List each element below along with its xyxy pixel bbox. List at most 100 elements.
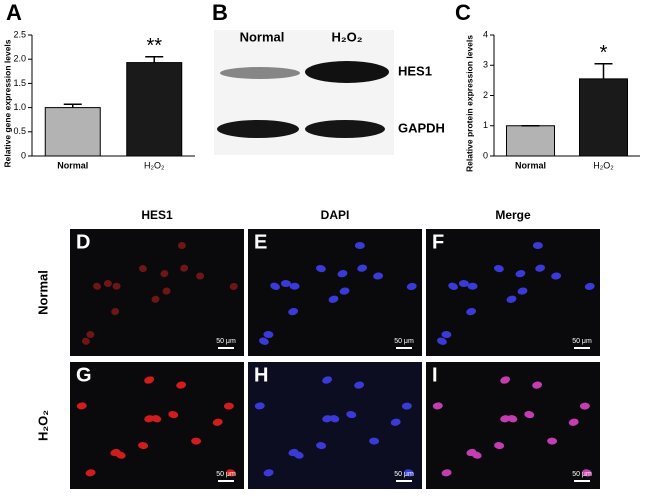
nucleus — [144, 415, 155, 423]
nucleus — [471, 451, 482, 459]
nucleus — [316, 442, 327, 450]
nucleus — [196, 272, 205, 280]
nucleus — [328, 295, 339, 303]
nucleus — [437, 337, 447, 345]
nucleus — [401, 402, 412, 410]
nucleus — [112, 282, 121, 290]
x-tick-label: Normal — [515, 160, 546, 170]
scale-bar-label: 50 μm — [394, 471, 414, 478]
nucleus — [568, 418, 579, 426]
nucleus — [357, 264, 368, 272]
row-label: H₂O₂ — [35, 410, 50, 441]
y-tick-label: 0 — [21, 150, 26, 160]
nucleus — [329, 415, 340, 423]
micrograph — [426, 362, 600, 489]
panel-letter: E — [254, 231, 267, 253]
nucleus — [263, 469, 274, 477]
blot-row-label: GAPDH — [398, 120, 445, 135]
nucleus — [369, 437, 380, 445]
nucleus — [212, 418, 223, 426]
y-axis-label: Relative protein expression levels — [464, 35, 474, 172]
nucleus — [354, 381, 365, 389]
panel-letter: H — [254, 364, 268, 386]
y-tick-label: 2.0 — [13, 54, 26, 64]
nucleus — [151, 295, 160, 303]
nucleus — [467, 282, 478, 290]
nucleus — [229, 282, 238, 290]
panel-letter: D — [76, 231, 90, 253]
panel-letter: C — [455, 0, 471, 25]
scale-bar-label: 50 μm — [572, 338, 592, 345]
micrograph — [70, 362, 244, 489]
nucleus — [315, 265, 326, 273]
band — [220, 67, 300, 79]
y-tick-label: 2.5 — [13, 29, 26, 39]
column-header: HES1 — [141, 208, 173, 222]
x-tick-label: H₂O₂ — [144, 160, 165, 170]
bar — [44, 107, 101, 157]
panel-letter: I — [432, 364, 438, 386]
nucleus — [500, 376, 511, 384]
nucleus — [441, 331, 452, 339]
nucleus — [138, 442, 149, 450]
nucleus — [144, 376, 155, 384]
blot-column-label: H₂O₂ — [331, 29, 362, 44]
nucleus — [517, 287, 528, 295]
nucleus — [93, 282, 102, 290]
significance: ** — [146, 35, 162, 57]
bar — [506, 125, 555, 157]
scale-bar-label: 50 μm — [216, 338, 236, 345]
nucleus — [524, 411, 535, 419]
nucleus — [263, 331, 274, 339]
nucleus — [373, 272, 384, 280]
micrograph — [70, 229, 244, 356]
column-header: DAPI — [321, 208, 350, 222]
nucleus — [579, 402, 590, 410]
panel-letter: G — [76, 364, 92, 386]
nucleus — [86, 331, 95, 339]
nucleus — [500, 415, 511, 423]
y-tick-label: 4 — [483, 29, 488, 39]
nucleus — [322, 415, 333, 423]
nucleus — [346, 411, 357, 419]
nucleus — [259, 337, 269, 345]
nucleus — [507, 415, 518, 423]
bar — [126, 62, 183, 157]
panel-letter: B — [212, 0, 228, 25]
nucleus — [506, 295, 517, 303]
y-tick-label: 1.5 — [13, 78, 26, 88]
error-bar — [594, 62, 613, 79]
nucleus — [176, 381, 187, 389]
panel-letter: A — [6, 0, 22, 25]
x-tick-label: Normal — [57, 160, 88, 170]
nucleus — [535, 264, 546, 272]
scale-bar-label: 50 μm — [572, 471, 592, 478]
nucleus — [223, 402, 234, 410]
nucleus — [494, 442, 505, 450]
nucleus — [551, 272, 562, 280]
nucleus — [180, 264, 189, 272]
nucleus — [404, 469, 414, 477]
nucleus — [81, 337, 90, 345]
nucleus — [532, 381, 543, 389]
nucleus — [254, 402, 265, 410]
band — [305, 120, 385, 138]
y-tick-label: 2 — [483, 90, 488, 100]
y-tick-label: 1.0 — [13, 102, 26, 112]
nucleus — [270, 282, 280, 290]
bar — [579, 78, 628, 157]
nucleus — [515, 270, 526, 278]
column-header: Merge — [495, 208, 531, 222]
nucleus — [390, 418, 401, 426]
nucleus — [448, 282, 458, 290]
nucleus — [466, 307, 477, 316]
nucleus — [151, 415, 162, 423]
significance: * — [600, 42, 608, 64]
nucleus — [289, 282, 300, 290]
band — [305, 61, 389, 83]
y-tick-label: 0.5 — [13, 126, 26, 136]
nucleus — [288, 307, 299, 316]
x-tick-label: H₂O₂ — [593, 160, 614, 170]
nucleus — [337, 270, 348, 278]
